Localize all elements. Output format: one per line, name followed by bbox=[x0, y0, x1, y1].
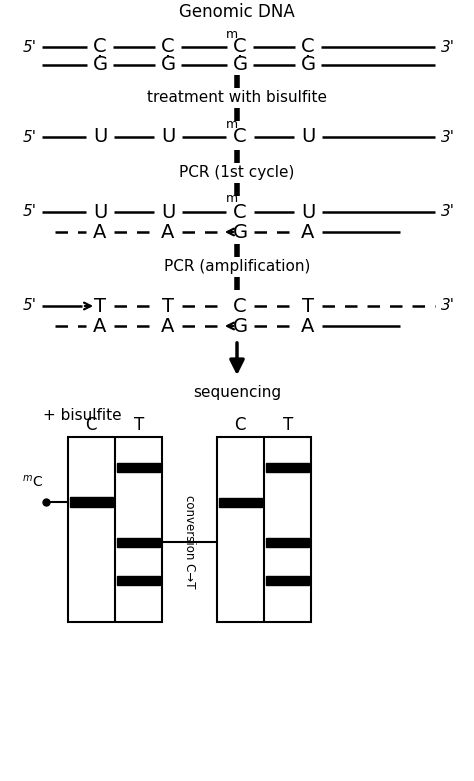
Text: PCR (1st cycle): PCR (1st cycle) bbox=[179, 166, 295, 180]
Text: A: A bbox=[93, 223, 107, 241]
Bar bbox=[266, 462, 309, 472]
Text: U: U bbox=[161, 202, 175, 222]
Text: A: A bbox=[93, 316, 107, 336]
Text: 3': 3' bbox=[441, 205, 455, 219]
Text: T: T bbox=[94, 297, 106, 316]
Text: C: C bbox=[234, 416, 246, 434]
Text: T: T bbox=[162, 297, 174, 316]
Text: treatment with bisulfite: treatment with bisulfite bbox=[147, 91, 327, 105]
Bar bbox=[217, 437, 311, 622]
Text: + bisulfite: + bisulfite bbox=[43, 408, 121, 423]
Text: A: A bbox=[161, 316, 175, 336]
Text: C: C bbox=[233, 127, 247, 147]
Text: 3': 3' bbox=[441, 130, 455, 144]
Bar bbox=[70, 497, 113, 507]
Text: m: m bbox=[226, 27, 238, 41]
Text: 5': 5' bbox=[23, 205, 37, 219]
Text: m: m bbox=[226, 117, 238, 130]
Text: G: G bbox=[232, 316, 247, 336]
Text: U: U bbox=[161, 127, 175, 147]
Text: U: U bbox=[93, 202, 107, 222]
Text: Genomic DNA: Genomic DNA bbox=[179, 3, 295, 21]
Text: U: U bbox=[93, 127, 107, 147]
Text: conversion C→T: conversion C→T bbox=[183, 495, 196, 589]
Text: T: T bbox=[283, 416, 293, 434]
Text: T: T bbox=[134, 416, 144, 434]
Text: G: G bbox=[232, 223, 247, 241]
Text: C: C bbox=[233, 37, 247, 56]
Text: C: C bbox=[233, 297, 247, 316]
Text: C: C bbox=[93, 37, 107, 56]
Text: 3': 3' bbox=[441, 298, 455, 313]
Text: A: A bbox=[301, 316, 315, 336]
Bar bbox=[117, 537, 160, 547]
Bar bbox=[117, 576, 160, 584]
Text: T: T bbox=[302, 297, 314, 316]
Text: C: C bbox=[301, 37, 315, 56]
Text: C: C bbox=[233, 202, 247, 222]
Text: A: A bbox=[161, 223, 175, 241]
Text: 5': 5' bbox=[23, 298, 37, 313]
Text: U: U bbox=[301, 202, 315, 222]
Bar bbox=[219, 497, 262, 507]
Text: C: C bbox=[85, 416, 97, 434]
Text: $^m$C: $^m$C bbox=[21, 474, 43, 490]
Bar bbox=[266, 537, 309, 547]
Text: m: m bbox=[226, 192, 238, 205]
Text: 5': 5' bbox=[23, 40, 37, 55]
Text: G: G bbox=[301, 55, 316, 74]
Text: G: G bbox=[232, 55, 247, 74]
Text: C: C bbox=[161, 37, 175, 56]
Bar bbox=[117, 462, 160, 472]
Text: A: A bbox=[301, 223, 315, 241]
Text: sequencing: sequencing bbox=[193, 384, 281, 400]
Text: PCR (amplification): PCR (amplification) bbox=[164, 259, 310, 274]
Text: 3': 3' bbox=[441, 40, 455, 55]
Text: G: G bbox=[92, 55, 108, 74]
Text: 5': 5' bbox=[23, 130, 37, 144]
Bar bbox=[68, 437, 162, 622]
Text: U: U bbox=[301, 127, 315, 147]
Bar bbox=[266, 576, 309, 584]
Text: G: G bbox=[160, 55, 175, 74]
